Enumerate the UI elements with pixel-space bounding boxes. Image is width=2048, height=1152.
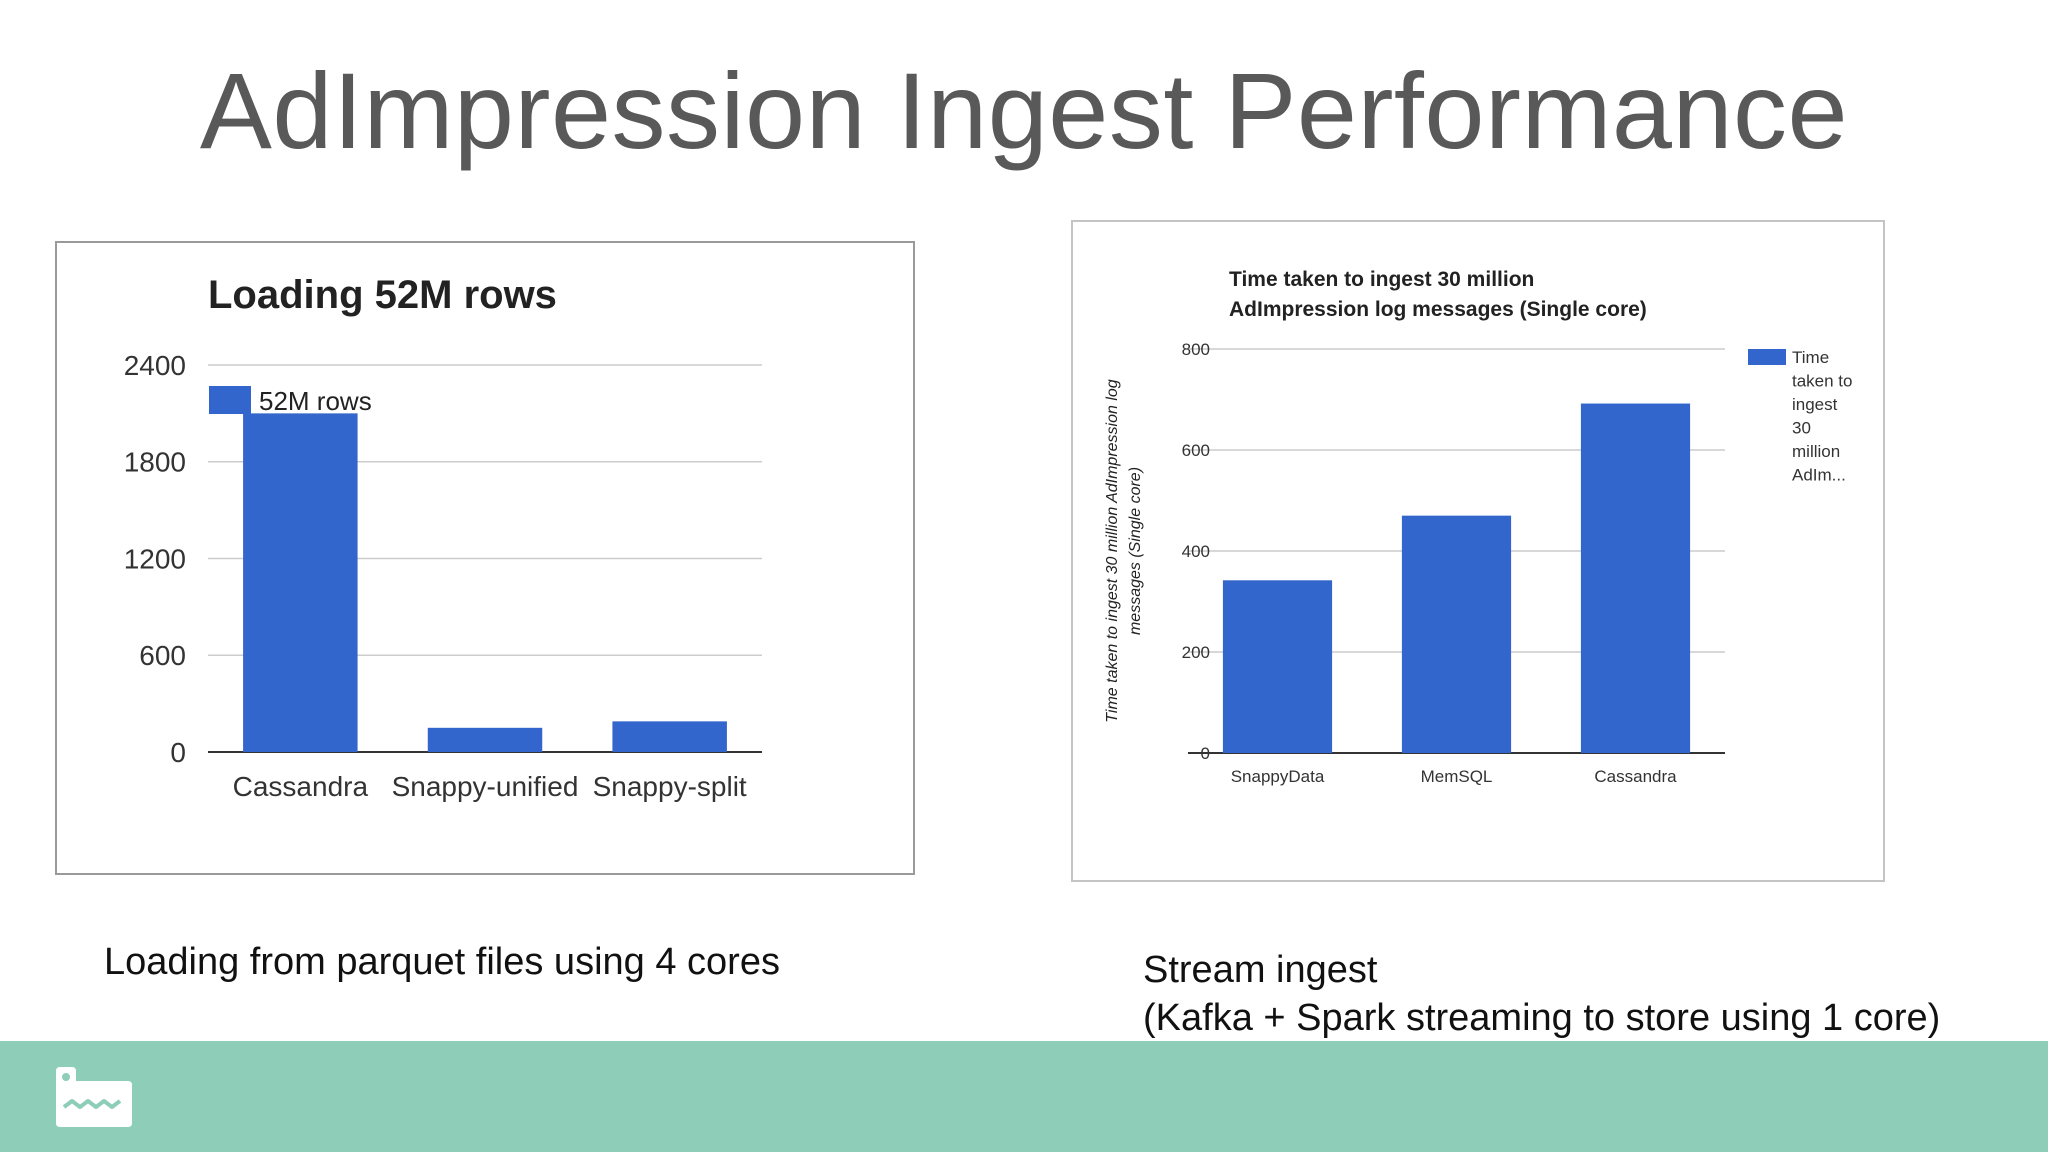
- legend-swatch: [209, 386, 251, 414]
- bar-cassandra: [1580, 403, 1691, 753]
- y-tick-label: 400: [1182, 542, 1210, 561]
- caption-right-line1: Stream ingest: [1143, 949, 1378, 991]
- legend-label-line: taken to: [1792, 372, 1853, 391]
- legend-label-line: 30: [1792, 419, 1811, 438]
- stream-ingest-chart: Time taken to ingest 30 million AdImpres…: [1071, 220, 1885, 882]
- y-tick-label: 1200: [124, 543, 186, 574]
- chart-title: Loading 52M rows: [208, 273, 557, 317]
- bar-memsql: [1401, 515, 1512, 753]
- legend-label-line: AdIm...: [1792, 466, 1846, 485]
- footer-band: [0, 1041, 2048, 1152]
- bar-snappy-unified: [427, 727, 543, 752]
- x-tick-label: Snappy-split: [593, 771, 747, 802]
- y-axis-label-line1: Time taken to ingest 30 million AdImpres…: [1104, 379, 1121, 723]
- caption-left: Loading from parquet files using 4 cores: [104, 941, 780, 983]
- loading-rows-chart: Loading 52M rows 0 600 1200 1800 2400 Cassan…: [55, 241, 915, 875]
- chart-title-line1: Time taken to ingest 30 million: [1229, 268, 1534, 291]
- caption-right-line2: (Kafka + Spark streaming to store using …: [1143, 997, 1941, 1039]
- bar-snappy-split: [612, 721, 727, 752]
- y-tick-label: 600: [1182, 441, 1210, 460]
- x-tick-label: Cassandra: [233, 771, 369, 802]
- legend-label: 52M rows: [259, 386, 372, 416]
- x-tick-label: SnappyData: [1231, 767, 1325, 786]
- caption-right: Stream ingest (Kafka + Spark streaming t…: [1143, 946, 1940, 1042]
- y-tick-label: 1800: [124, 447, 186, 478]
- legend-label-line: million: [1792, 442, 1840, 461]
- slide-title: AdImpression Ingest Performance: [199, 50, 1849, 171]
- snappydata-logo-icon: [56, 1067, 132, 1127]
- y-tick-label: 0: [1201, 744, 1210, 763]
- y-tick-label: 600: [139, 640, 186, 671]
- legend-swatch: [1748, 349, 1786, 365]
- y-tick-label: 2400: [124, 350, 186, 381]
- bar-snappydata: [1222, 580, 1333, 753]
- x-tick-label: MemSQL: [1421, 767, 1493, 786]
- chart-title-line2: AdImpression log messages (Single core): [1229, 298, 1647, 321]
- x-tick-label: Cassandra: [1594, 767, 1677, 786]
- legend-label-line: ingest: [1792, 395, 1838, 414]
- y-tick-label: 0: [170, 737, 186, 768]
- bar-cassandra: [243, 413, 358, 752]
- y-tick-label: 200: [1182, 643, 1210, 662]
- y-tick-label: 800: [1182, 340, 1210, 359]
- legend-label-line: Time: [1792, 348, 1829, 367]
- x-tick-label: Snappy-unified: [392, 771, 579, 802]
- y-axis-label-line2: messages (Single core): [1127, 467, 1144, 635]
